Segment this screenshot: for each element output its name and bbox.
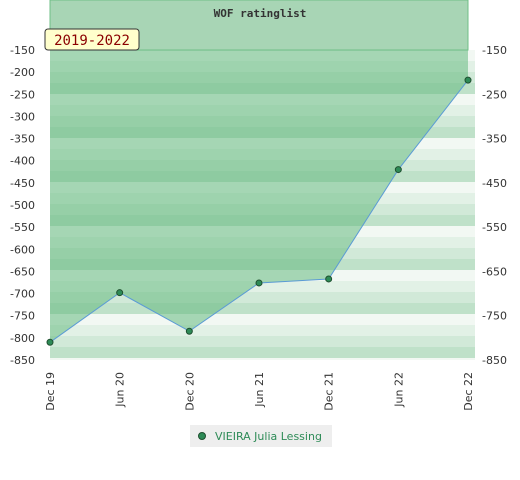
x-tick-label: Jun 22 — [392, 372, 405, 408]
y-axis-right: -150 -250 -350 -450 -550 -650 -750 -850 — [482, 44, 507, 367]
y-tick-label-right: -250 — [482, 88, 507, 101]
y-tick-label-right: -850 — [482, 354, 507, 367]
y-tick-label-right: -450 — [482, 177, 507, 190]
y-tick-label-right: -750 — [482, 310, 507, 323]
y-tick-label: -150 — [10, 44, 35, 57]
grid-band — [50, 336, 475, 347]
y-tick-label: -500 — [10, 199, 35, 212]
data-point — [46, 338, 54, 346]
area-fill — [50, 50, 468, 343]
y-tick-label: -300 — [10, 110, 35, 123]
data-point — [325, 275, 333, 283]
y-tick-label-right: -550 — [482, 221, 507, 234]
grid-band — [50, 292, 475, 303]
data-points — [46, 76, 472, 346]
y-tick-label: -450 — [10, 177, 35, 190]
x-tick-label: Dec 22 — [462, 372, 475, 411]
legend-label: VIEIRA Julia Lessing — [215, 430, 322, 443]
y-tick-label: -250 — [10, 88, 35, 101]
grid-band — [50, 347, 475, 358]
data-point — [394, 166, 402, 174]
grid-band — [50, 303, 475, 314]
data-point — [255, 279, 263, 287]
y-tick-label: -700 — [10, 288, 35, 301]
grid-band — [50, 325, 475, 336]
period-badge: 2019-2022 — [44, 28, 140, 51]
period-badge-text: 2019-2022 — [54, 33, 130, 49]
y-tick-label: -550 — [10, 221, 35, 234]
y-tick-label: -750 — [10, 310, 35, 323]
y-tick-label-right: -650 — [482, 265, 507, 278]
x-axis: Dec 19 Jun 20 Dec 20 Jun 21 Dec 21 Jun 22 Dec … — [44, 372, 475, 411]
x-tick-label: Dec 19 — [44, 372, 57, 411]
y-tick-label: -200 — [10, 66, 35, 79]
legend[interactable]: VIEIRA Julia Lessing — [190, 425, 332, 447]
y-tick-label: -350 — [10, 133, 35, 146]
y-tick-label: -400 — [10, 155, 35, 168]
x-tick-label: Jun 20 — [114, 372, 127, 408]
y-tick-label: -800 — [10, 332, 35, 345]
y-tick-label-right: -150 — [482, 44, 507, 57]
y-tick-label: -850 — [10, 354, 35, 367]
data-point — [185, 327, 193, 335]
grid-band — [50, 314, 475, 325]
grid-band — [50, 358, 475, 360]
y-tick-label: -650 — [10, 265, 35, 278]
x-tick-label: Jun 21 — [253, 372, 266, 408]
chart-title: WOF ratinglist — [214, 7, 307, 20]
x-tick-label: Dec 20 — [183, 372, 196, 411]
y-tick-label: -600 — [10, 243, 35, 256]
legend-marker — [198, 432, 206, 440]
data-point — [464, 76, 472, 84]
y-axis-left: -150 -200 -250 -300 -350 -400 -450 -500 -550 -600… — [10, 44, 35, 367]
grid-band — [50, 281, 475, 292]
data-point — [116, 289, 124, 297]
x-tick-label: Dec 21 — [323, 372, 336, 411]
y-tick-label-right: -350 — [482, 133, 507, 146]
